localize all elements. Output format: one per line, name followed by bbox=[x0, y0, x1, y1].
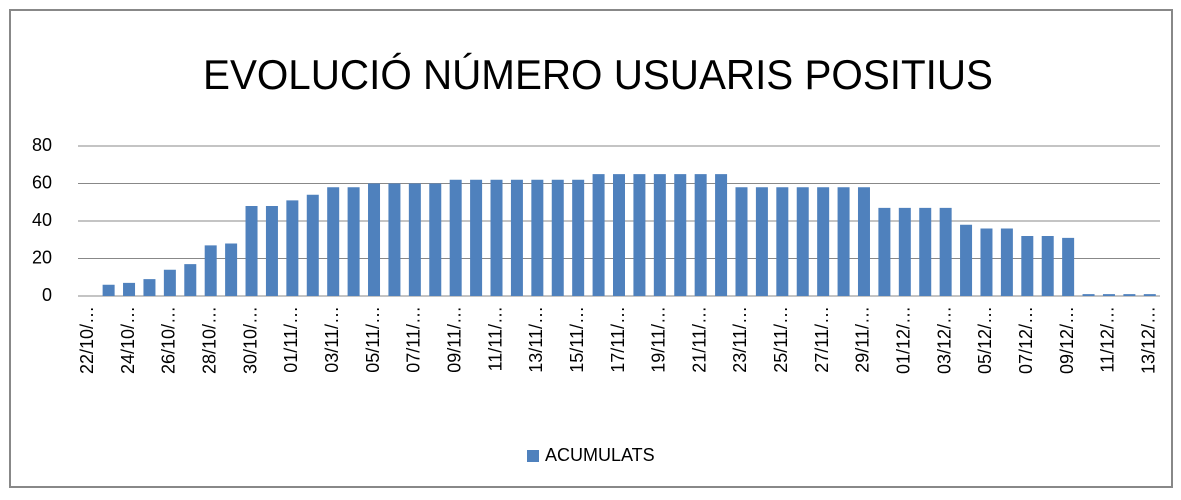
x-tick-label: 30/10/… bbox=[240, 306, 260, 374]
bar bbox=[980, 228, 993, 296]
x-tick-label: 29/11/… bbox=[853, 306, 873, 373]
bar bbox=[919, 207, 932, 296]
bar bbox=[490, 179, 503, 296]
bar bbox=[531, 179, 544, 296]
bar bbox=[368, 183, 381, 296]
bar bbox=[857, 187, 870, 296]
bar bbox=[755, 187, 768, 296]
x-tick-label: 03/12/… bbox=[934, 306, 954, 374]
x-tick-label: 09/11/… bbox=[444, 306, 464, 373]
bar bbox=[123, 282, 136, 296]
bar bbox=[470, 179, 483, 296]
bar bbox=[204, 245, 217, 296]
bar bbox=[1062, 237, 1075, 296]
bar bbox=[1143, 294, 1156, 296]
x-tick-label: 19/11/… bbox=[649, 306, 669, 373]
bar bbox=[1082, 294, 1095, 296]
bar bbox=[633, 174, 646, 296]
x-tick-label: 23/11/… bbox=[730, 306, 750, 373]
bar bbox=[592, 174, 605, 296]
y-tick-label: 20 bbox=[32, 247, 52, 267]
bar bbox=[653, 174, 666, 296]
x-tick-label: 05/11/… bbox=[363, 306, 383, 373]
bar bbox=[1000, 228, 1013, 296]
bar bbox=[388, 183, 401, 296]
y-tick-label: 60 bbox=[32, 172, 52, 192]
bar bbox=[551, 179, 564, 296]
chart-title: EVOLUCIÓ NÚMERO USUARIS POSITIUS bbox=[203, 51, 993, 98]
bar bbox=[184, 264, 197, 296]
x-tick-label: 05/12/… bbox=[975, 306, 995, 374]
bar bbox=[898, 207, 911, 296]
y-tick-label: 40 bbox=[32, 210, 52, 230]
bar bbox=[1021, 236, 1034, 296]
bar bbox=[1102, 294, 1115, 296]
bar bbox=[306, 194, 319, 296]
x-tick-label: 11/12/… bbox=[1098, 306, 1118, 373]
x-tick-label: 01/11/… bbox=[281, 306, 301, 373]
x-tick-label: 24/10/… bbox=[118, 306, 138, 374]
bar bbox=[1041, 236, 1054, 296]
bar bbox=[245, 206, 258, 296]
x-tick-label: 11/11/… bbox=[485, 306, 505, 371]
bar bbox=[674, 174, 687, 296]
bar bbox=[327, 187, 340, 296]
bar bbox=[776, 187, 789, 296]
legend-label: ACUMULATS bbox=[545, 445, 655, 465]
x-tick-label: 17/11/… bbox=[608, 306, 628, 373]
x-tick-label: 25/11/… bbox=[771, 306, 791, 373]
x-tick-label: 09/12/… bbox=[1057, 306, 1077, 374]
bar bbox=[347, 187, 360, 296]
bar bbox=[735, 187, 748, 296]
bar bbox=[960, 224, 973, 296]
x-tick-label: 27/11/… bbox=[812, 306, 832, 373]
x-tick-label: 01/12/… bbox=[894, 306, 914, 374]
bar bbox=[449, 179, 462, 296]
legend-swatch bbox=[527, 450, 539, 462]
bar bbox=[796, 187, 809, 296]
bar bbox=[878, 207, 891, 296]
bar bbox=[143, 279, 156, 296]
x-tick-label: 21/11/… bbox=[689, 306, 709, 373]
x-tick-label: 13/11/… bbox=[526, 306, 546, 373]
x-tick-label: 07/11/… bbox=[404, 306, 424, 373]
bar bbox=[939, 207, 952, 296]
chart-frame bbox=[9, 9, 1173, 488]
bar bbox=[265, 206, 278, 296]
x-tick-label: 03/11/… bbox=[322, 306, 342, 373]
bar bbox=[286, 200, 299, 296]
y-tick-label: 0 bbox=[42, 285, 52, 305]
x-tick-label: 28/10/… bbox=[199, 306, 219, 374]
x-tick-label: 07/12/… bbox=[1016, 306, 1036, 374]
x-tick-label: 13/12/… bbox=[1139, 306, 1159, 374]
bar bbox=[572, 179, 585, 296]
bar bbox=[613, 174, 625, 296]
bar bbox=[163, 269, 176, 296]
bar bbox=[510, 179, 523, 296]
bar bbox=[102, 284, 115, 296]
x-tick-label: 26/10/… bbox=[159, 306, 179, 374]
bar bbox=[225, 243, 238, 296]
bar bbox=[1123, 294, 1136, 296]
bar bbox=[408, 183, 421, 296]
bar bbox=[837, 187, 850, 296]
bar bbox=[817, 187, 830, 296]
bar bbox=[694, 174, 707, 296]
x-tick-label: 15/11/… bbox=[567, 306, 587, 373]
bar bbox=[715, 174, 728, 296]
y-tick-label: 80 bbox=[32, 135, 52, 155]
bar bbox=[429, 183, 442, 296]
x-tick-label: 22/10/… bbox=[77, 306, 97, 374]
